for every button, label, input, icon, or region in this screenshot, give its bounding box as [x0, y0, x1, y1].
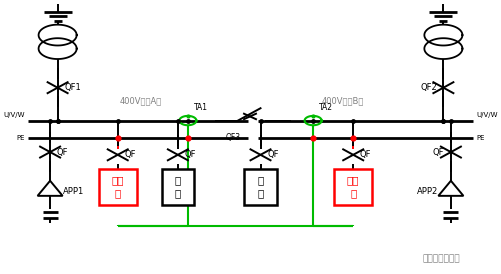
Text: PE: PE	[17, 135, 25, 141]
Text: QF: QF	[57, 148, 68, 156]
Text: QF: QF	[124, 150, 136, 159]
Text: QF3: QF3	[225, 133, 240, 142]
Text: QF: QF	[433, 148, 444, 156]
Text: APP2: APP2	[417, 187, 438, 196]
Text: 滤波
器: 滤波 器	[112, 175, 124, 199]
Text: TA2: TA2	[319, 103, 333, 112]
Text: APP1: APP1	[63, 187, 84, 196]
Text: PE: PE	[476, 135, 484, 141]
Text: TA1: TA1	[194, 103, 208, 112]
Bar	[99, 169, 136, 205]
Text: QF: QF	[360, 150, 371, 159]
Bar	[161, 169, 194, 205]
Text: 负
载: 负 载	[175, 175, 181, 199]
Bar	[335, 169, 372, 205]
Text: QF1: QF1	[64, 83, 81, 92]
Text: 滤波
器: 滤波 器	[347, 175, 359, 199]
Text: U/V/W: U/V/W	[4, 112, 25, 118]
Text: QF: QF	[184, 150, 196, 159]
Text: QF2: QF2	[420, 83, 437, 92]
Text: 400V母线A段: 400V母线A段	[119, 96, 161, 105]
Text: 中国电源产业网: 中国电源产业网	[422, 254, 460, 263]
Text: QF: QF	[267, 150, 279, 159]
Bar	[244, 169, 277, 205]
Text: 400V母线B段: 400V母线B段	[322, 96, 364, 105]
Text: 负
载: 负 载	[258, 175, 264, 199]
Text: U/V/W: U/V/W	[476, 112, 497, 118]
